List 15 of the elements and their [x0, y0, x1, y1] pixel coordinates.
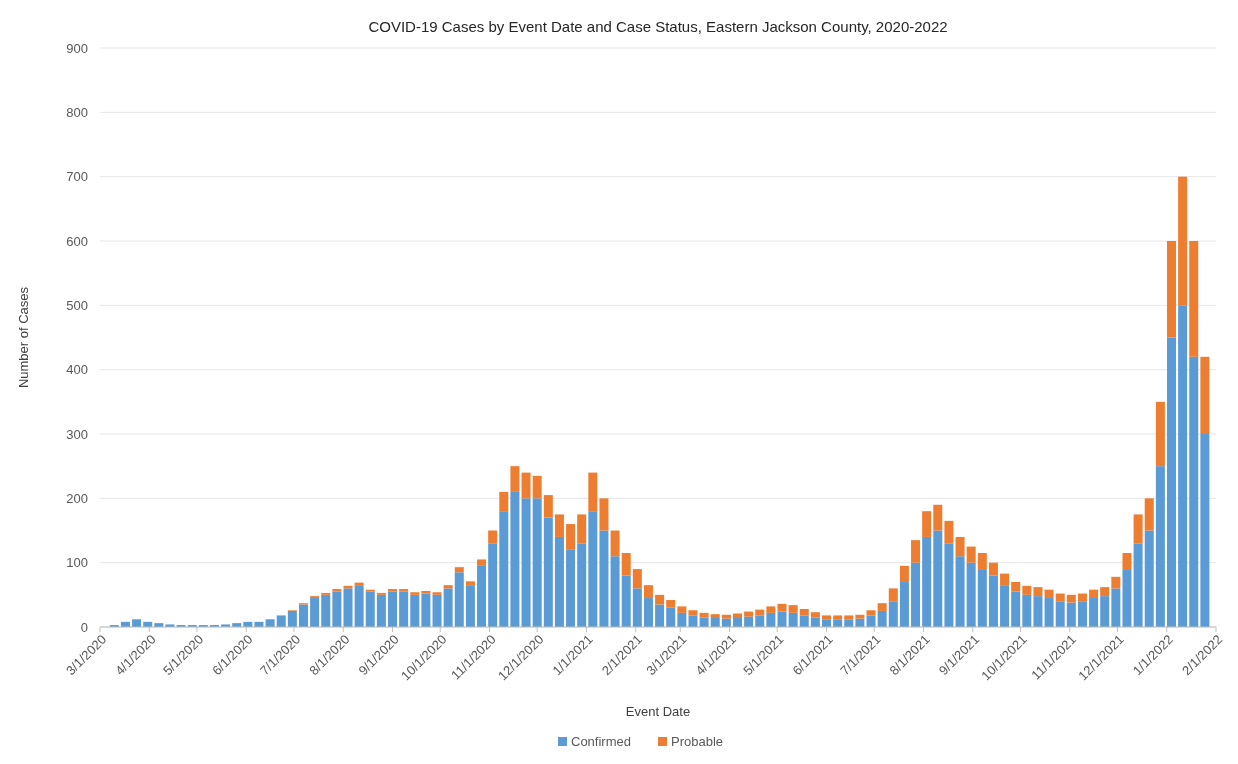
y-tick-label: 100	[66, 555, 88, 571]
y-tick-label: 800	[66, 104, 88, 120]
legend-label: Confirmed	[571, 734, 631, 749]
y-tick-label: 400	[66, 362, 88, 378]
y-tick-label: 300	[66, 426, 88, 442]
y-tick-label: 900	[66, 40, 88, 56]
y-tick-label: 700	[66, 169, 88, 185]
y-axis-title: Number of Cases	[16, 286, 31, 389]
y-tick-label: 200	[66, 490, 88, 506]
legend-label: Probable	[671, 734, 724, 749]
chart-title: COVID-19 Cases by Event Date and Case Status, Eastern Jackson County, 2020-2022	[368, 18, 948, 35]
y-tick-label: 0	[80, 619, 88, 635]
y-tick-label: 600	[66, 233, 88, 249]
x-axis-title: Event Date	[625, 704, 691, 719]
y-tick-label: 500	[66, 297, 88, 313]
